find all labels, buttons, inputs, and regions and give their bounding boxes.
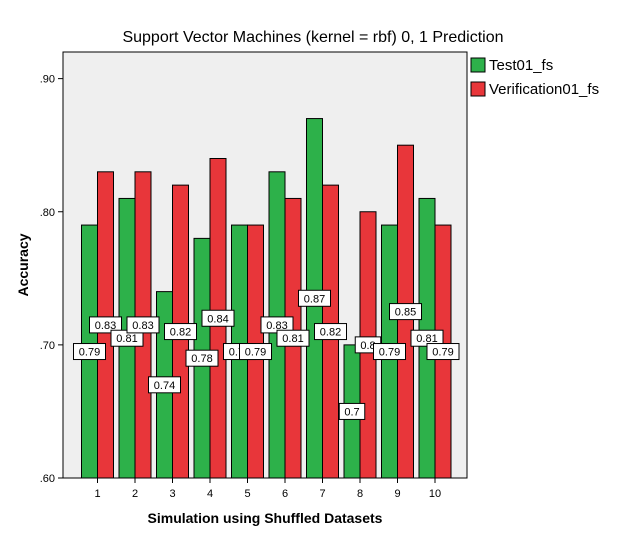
- y-tick-label: .80: [40, 207, 55, 219]
- data-label-box: [389, 303, 422, 321]
- x-tick-label: 10: [429, 488, 441, 500]
- data-label: 0.78: [191, 353, 212, 365]
- x-tick-label: 4: [207, 488, 213, 500]
- data-label: 0.8: [360, 340, 375, 352]
- data-label: 0.85: [395, 307, 416, 319]
- data-label: 0.79: [79, 347, 100, 359]
- data-label: 0.83: [95, 320, 116, 332]
- data-label: 0.81: [416, 333, 437, 345]
- data-label: 0.79: [432, 347, 453, 359]
- x-axis-label: Simulation using Shuffled Datasets: [148, 510, 383, 526]
- data-label: 0.81: [116, 333, 137, 345]
- data-label-box: [164, 323, 197, 341]
- data-label: 0.79: [379, 347, 400, 359]
- x-tick-label: 7: [319, 488, 325, 500]
- data-label-box: [314, 323, 347, 341]
- data-label-box: [338, 402, 366, 420]
- data-label: 0.82: [170, 327, 191, 339]
- chart-title: Support Vector Machines (kernel = rbf) 0…: [122, 29, 503, 46]
- data-label: 0.74: [154, 380, 175, 392]
- x-tick-label: 9: [394, 488, 400, 500]
- legend-label: Test01_fs: [489, 57, 553, 74]
- legend: Test01_fs Verification01_fs: [470, 57, 599, 98]
- data-label: 0.83: [266, 320, 287, 332]
- x-tick-label: 5: [244, 488, 250, 500]
- data-label: 0.84: [207, 313, 228, 325]
- y-axis: .60 .70 .80 .90: [40, 74, 63, 485]
- data-label-box: [373, 343, 406, 361]
- data-label-box: [148, 376, 181, 394]
- x-tick-label: 2: [132, 488, 138, 500]
- data-label: 0.82: [320, 327, 341, 339]
- x-tick-label: 8: [357, 488, 363, 500]
- data-label-box: [201, 309, 235, 327]
- x-tick-label: 1: [94, 488, 100, 500]
- x-tick-label: 6: [282, 488, 288, 500]
- x-tick-label: 3: [169, 488, 175, 500]
- data-label: 0.87: [304, 293, 325, 305]
- legend-swatch: [470, 57, 486, 73]
- legend-swatch: [470, 81, 486, 97]
- data-label-box: [89, 316, 122, 334]
- data-labels: 0.790.830.810.830.740.820.780.840.790.79…: [73, 289, 460, 420]
- data-label-box: [126, 316, 160, 334]
- data-label: 0.83: [132, 320, 153, 332]
- data-label: 0.81: [282, 333, 303, 345]
- data-label-box: [185, 349, 219, 367]
- y-tick-label: .60: [40, 473, 55, 485]
- data-label: 0.7: [344, 406, 359, 418]
- legend-label: Verification01_fs: [489, 81, 599, 98]
- data-label-box: [426, 343, 460, 361]
- data-label: 0.79: [245, 347, 266, 359]
- x-axis: 1 2 3 4 5 6 7 8 9 10: [94, 478, 441, 500]
- y-tick-label: .90: [40, 74, 55, 86]
- y-tick-label: .70: [40, 340, 55, 352]
- y-axis-label: Accuracy: [15, 233, 31, 296]
- data-label-box: [239, 343, 272, 361]
- data-label-box: [298, 289, 331, 307]
- data-label-box: [73, 343, 106, 361]
- data-label-box: [276, 329, 310, 347]
